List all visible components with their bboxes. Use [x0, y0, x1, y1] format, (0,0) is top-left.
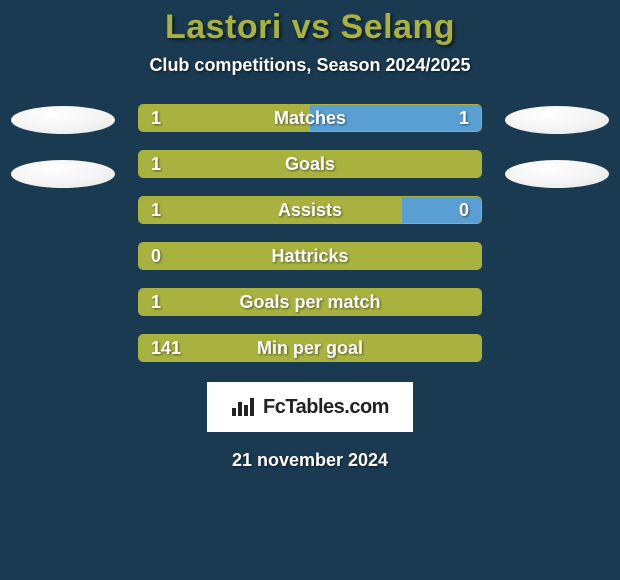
left-avatars: [8, 104, 118, 188]
date-label: 21 november 2024: [232, 450, 388, 471]
bar-fill-right: [310, 105, 481, 131]
bar-fill-left: [139, 243, 481, 269]
stat-bar: Goals1: [138, 150, 482, 178]
avatar-placeholder: [505, 106, 609, 134]
stat-bars: Matches11 Goals1 Assists10 Hattricks0 Goals …: [138, 104, 482, 362]
bar-fill-left: [139, 289, 481, 315]
page-subtitle: Club competitions, Season 2024/2025: [149, 55, 470, 76]
bar-fill-left: [139, 335, 481, 361]
stat-bar: Goals per match1: [138, 288, 482, 316]
bar-fill-left: [139, 197, 402, 223]
stat-bar: Min per goal141: [138, 334, 482, 362]
bar-fill-left: [139, 105, 310, 131]
fctables-logo: FcTables.com: [207, 382, 413, 432]
comparison-row: Matches11 Goals1 Assists10 Hattricks0 Goals …: [0, 104, 620, 362]
avatar-placeholder: [11, 106, 115, 134]
bar-fill-right: [402, 197, 481, 223]
stat-bar: Hattricks0: [138, 242, 482, 270]
bars-icon: [231, 396, 257, 418]
logo-text: FcTables.com: [263, 396, 389, 419]
bar-fill-left: [139, 151, 481, 177]
avatar-placeholder: [505, 160, 609, 188]
page-title: Lastori vs Selang: [165, 8, 455, 47]
avatar-placeholder: [11, 160, 115, 188]
right-avatars: [502, 104, 612, 188]
stat-bar: Matches11: [138, 104, 482, 132]
stat-bar: Assists10: [138, 196, 482, 224]
